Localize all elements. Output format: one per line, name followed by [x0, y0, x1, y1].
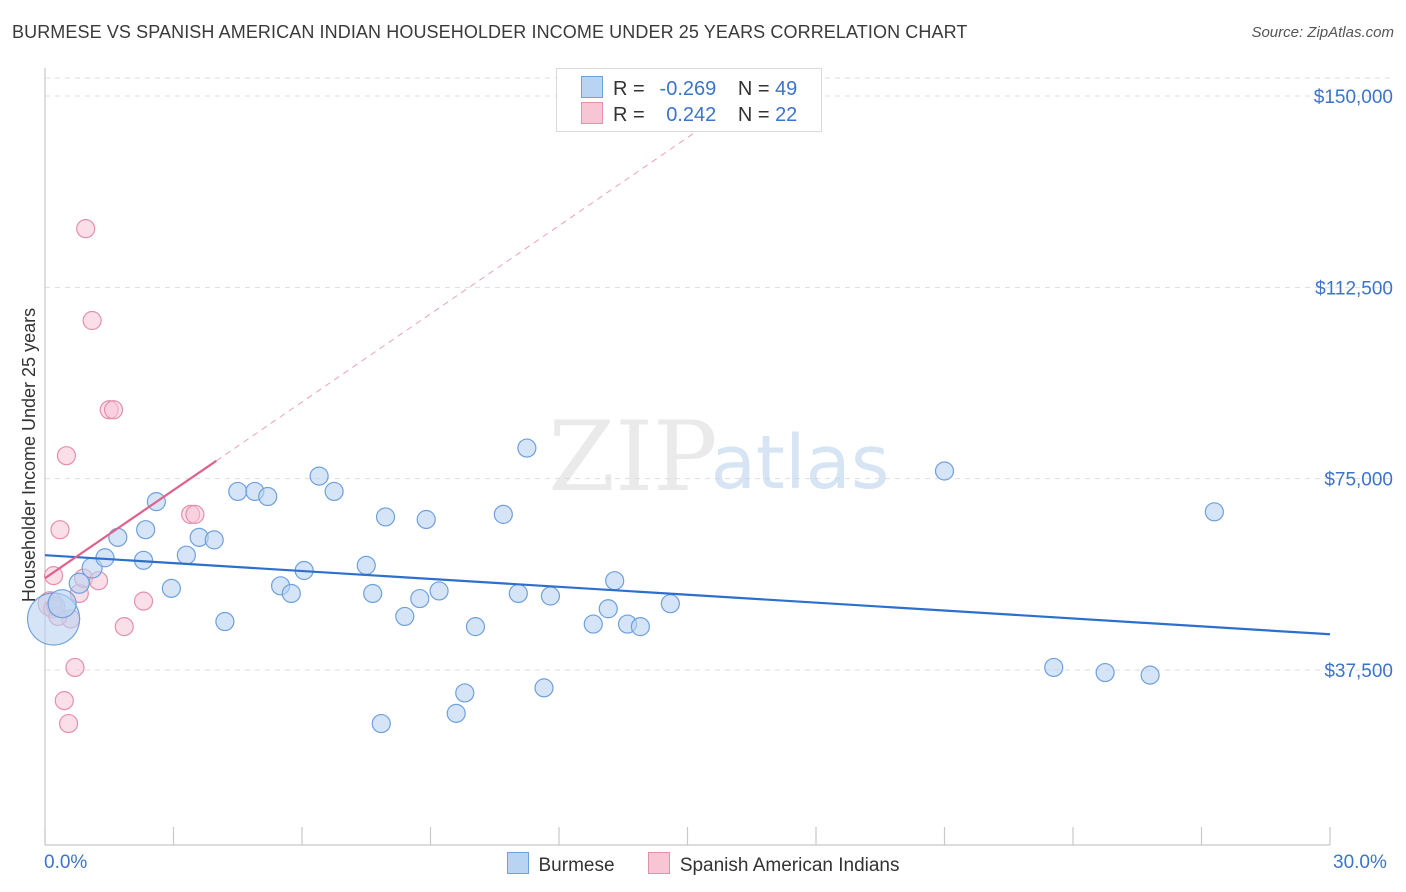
burmese-point-45 — [1044, 657, 1064, 678]
n-value-spanish: 22 — [775, 104, 798, 126]
axes — [44, 68, 1331, 846]
burmese-swatch — [506, 852, 529, 874]
burmese-point-44 — [934, 461, 955, 481]
x-tick-label-min: 0.0% — [44, 852, 88, 873]
y-axis-label: Householder Income Under 25 years — [19, 308, 39, 602]
burmese-point-33 — [493, 504, 513, 524]
legend-row-burmese: R = -0.269 N = 49 — [581, 76, 797, 100]
r-value-spanish: 0.242 — [666, 104, 717, 126]
burmese-point-7 — [136, 520, 156, 540]
y-tick-label-0: $37,500 — [1324, 661, 1393, 682]
spanish-point-4 — [54, 691, 74, 711]
burmese-point-35 — [517, 438, 537, 458]
burmese-point-24 — [375, 507, 396, 527]
source-label: Source: ZipAtlas.com — [1251, 24, 1394, 41]
spanish-point-6 — [58, 713, 79, 734]
burmese-point-12 — [204, 530, 224, 550]
burmese-point-39 — [598, 599, 618, 619]
burmese-point-26 — [395, 606, 415, 627]
spanish-point-3 — [50, 520, 70, 540]
spanish-point-15 — [103, 400, 124, 420]
n-label: N = — [737, 104, 770, 126]
legend-item-burmese[interactable]: Burmese — [506, 852, 615, 877]
burmese-point-38 — [583, 614, 603, 634]
burmese-point-34 — [508, 583, 528, 604]
r-label: R = — [613, 104, 645, 126]
burmese-point-18 — [281, 583, 301, 604]
burmese-point-25 — [371, 713, 391, 734]
burmese-point-1 — [47, 589, 77, 619]
r-label: R = — [613, 78, 645, 100]
burmese-point-9 — [161, 578, 181, 598]
burmese-point-36 — [534, 678, 554, 698]
n-value-burmese: 49 — [775, 78, 798, 100]
trend-lines — [44, 93, 1331, 636]
burmese-point-27 — [410, 588, 430, 609]
chart-title: BURMESE VS SPANISH AMERICAN INDIAN HOUSE… — [12, 22, 968, 42]
burmese-point-20 — [309, 466, 329, 486]
spanish-swatch — [581, 102, 603, 124]
series-spanish-american-indians — [37, 219, 205, 734]
burmese-point-30 — [446, 703, 466, 723]
spanish-point-17 — [133, 591, 154, 611]
watermark-atlas: atlas — [711, 420, 890, 506]
burmese-trend-line — [44, 554, 1331, 636]
spanish-trend-line — [44, 459, 217, 580]
spanish-point-12 — [82, 310, 102, 331]
legend-row-spanish: R = 0.242 N = 22 — [581, 102, 797, 126]
burmese-point-21 — [324, 481, 344, 502]
spanish-point-19 — [185, 504, 205, 524]
burmese-point-47 — [1140, 665, 1160, 685]
spanish-trend-extension — [216, 93, 753, 462]
x-tick-label-max: 30.0% — [1333, 852, 1387, 873]
burmese-point-14 — [228, 481, 248, 502]
burmese-point-43 — [660, 594, 680, 614]
burmese-point-37 — [540, 586, 561, 606]
r-value-burmese: -0.269 — [659, 78, 717, 100]
burmese-point-23 — [363, 583, 383, 604]
watermark-zip: ZIP — [548, 401, 717, 513]
spanish-point-5 — [56, 446, 77, 466]
burmese-swatch — [581, 76, 603, 98]
legend-item-spanish[interactable]: Spanish American Indians — [647, 852, 900, 877]
burmese-point-42 — [630, 617, 650, 637]
spanish-point-11 — [76, 219, 96, 239]
burmese-point-32 — [465, 617, 486, 637]
spanish-point-2 — [43, 566, 64, 586]
burmese-point-29 — [429, 581, 449, 601]
burmese-point-28 — [416, 509, 436, 530]
legend-label-spanish: Spanish American Indians — [679, 855, 900, 876]
y-tick-label-1: $75,000 — [1324, 470, 1393, 491]
burmese-point-46 — [1095, 662, 1115, 683]
burmese-point-40 — [605, 571, 625, 591]
spanish-swatch — [647, 852, 670, 874]
burmese-point-2 — [68, 572, 90, 594]
n-label: N = — [737, 78, 770, 100]
gridlines — [45, 77, 1395, 671]
burmese-point-48 — [1204, 502, 1224, 522]
burmese-point-31 — [455, 683, 475, 703]
series-legend: Burmese Spanish American Indians — [0, 852, 1406, 877]
legend-label-burmese: Burmese — [538, 855, 615, 876]
y-tick-label-3: $150,000 — [1314, 87, 1393, 108]
burmese-point-10 — [176, 545, 196, 565]
burmese-point-5 — [108, 527, 128, 547]
y-tick-label-2: $112,500 — [1315, 278, 1393, 299]
burmese-point-16 — [258, 486, 278, 507]
burmese-point-13 — [215, 611, 235, 632]
y-tick-labels: $37,500 $75,000 $112,500 $150,000 — [1314, 87, 1393, 682]
correlation-legend: R = -0.269 N = 49 R = 0.242 N = 22 — [556, 68, 822, 132]
spanish-point-8 — [65, 657, 85, 678]
spanish-point-16 — [114, 617, 134, 637]
burmese-point-22 — [356, 555, 376, 576]
